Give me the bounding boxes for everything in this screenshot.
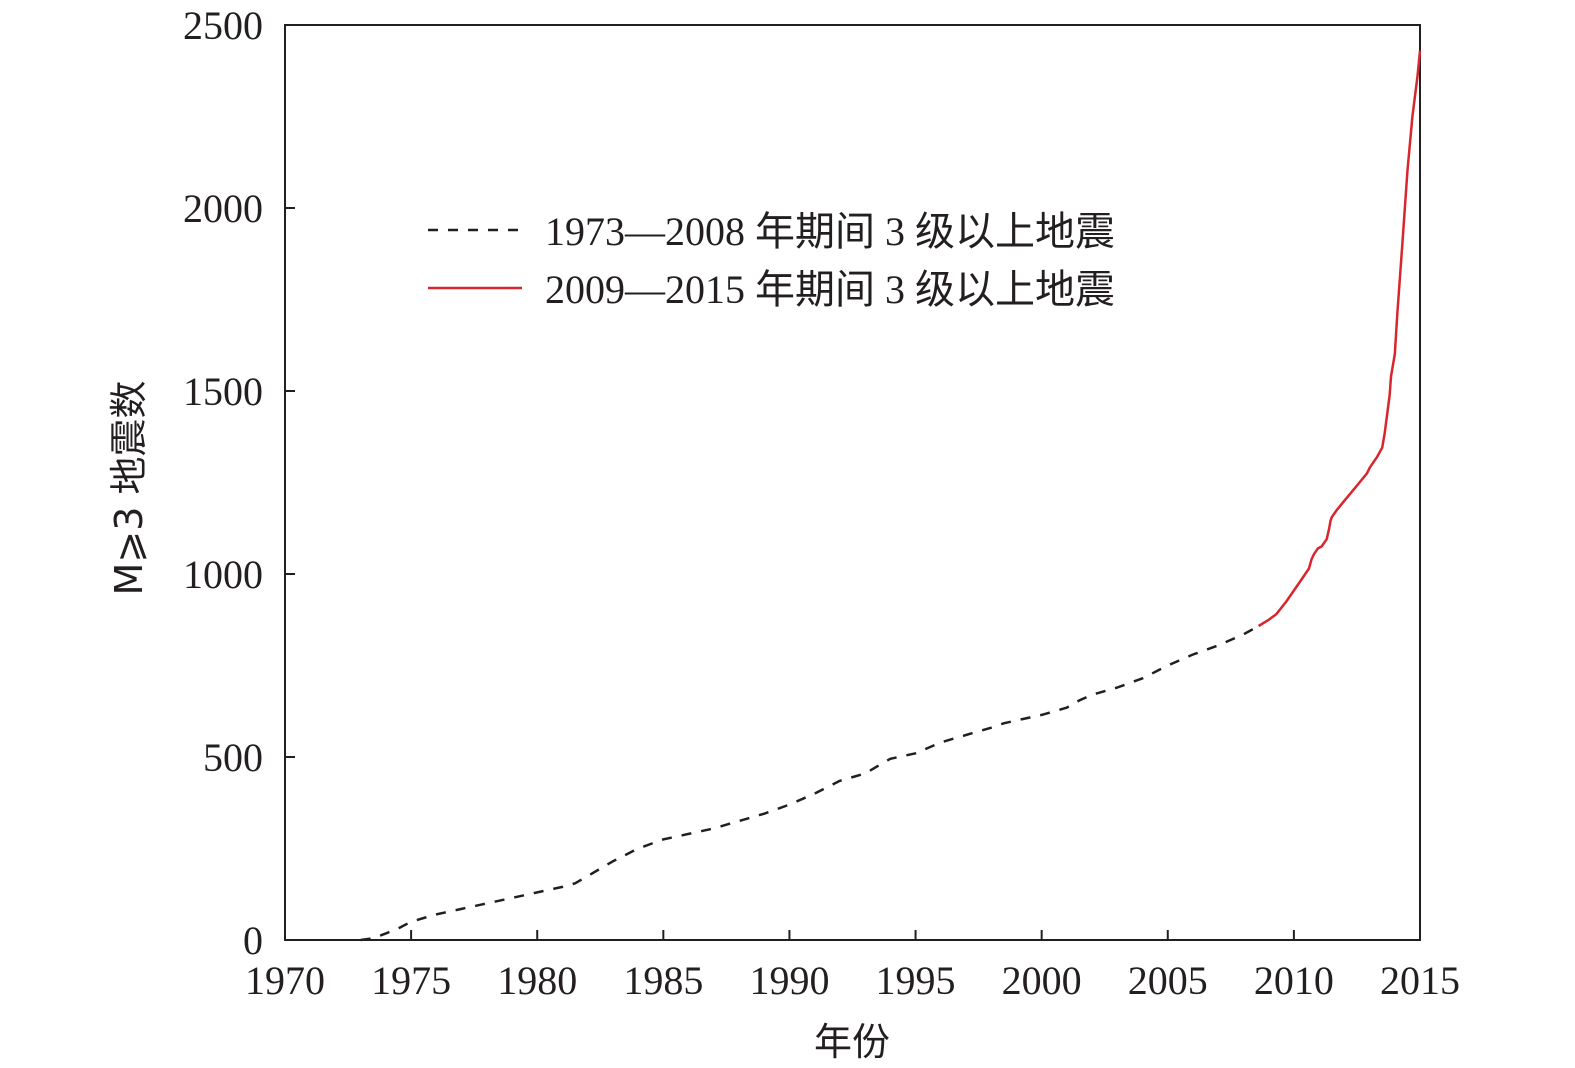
y-tick-label: 2000 (183, 186, 263, 231)
y-axis-ticks: 0 500 1000 1500 2000 2500 (183, 3, 295, 963)
x-axis-ticks: 1970 1975 1980 1985 1990 1995 2000 2005 2010 2015 (245, 930, 1460, 1003)
y-tick-label: 2500 (183, 3, 263, 48)
y-tick-label: 1000 (183, 552, 263, 597)
x-tick-label: 1980 (497, 958, 577, 1003)
x-axis-title: 年份 (814, 1020, 890, 1064)
x-tick-label: 2015 (1380, 958, 1460, 1003)
series-line-1 (360, 624, 1260, 942)
series-layer (360, 50, 1422, 942)
x-tick-label: 1975 (371, 958, 451, 1003)
x-tick-label: 1990 (749, 958, 829, 1003)
y-tick-label: 0 (243, 918, 263, 963)
legend-label-series-2: 2009—2015 年期间 3 级以上地震 (545, 267, 1115, 312)
x-tick-label: 2000 (1002, 958, 1082, 1003)
legend: 1973—2008 年期间 3 级以上地震 2009—2015 年期间 3 级以… (428, 209, 1115, 312)
series-line-2 (1257, 50, 1422, 628)
x-tick-label: 2010 (1254, 958, 1334, 1003)
y-tick-label: 1500 (183, 369, 263, 414)
x-tick-label: 1995 (876, 958, 956, 1003)
y-axis-title: M⩾3 地震数 (107, 381, 151, 596)
x-tick-label: 1970 (245, 958, 325, 1003)
plot-frame (284, 24, 1421, 941)
x-tick-label: 1985 (623, 958, 703, 1003)
y-tick-label: 500 (203, 735, 263, 780)
legend-label-series-1: 1973—2008 年期间 3 级以上地震 (545, 209, 1115, 254)
x-tick-label: 2005 (1128, 958, 1208, 1003)
